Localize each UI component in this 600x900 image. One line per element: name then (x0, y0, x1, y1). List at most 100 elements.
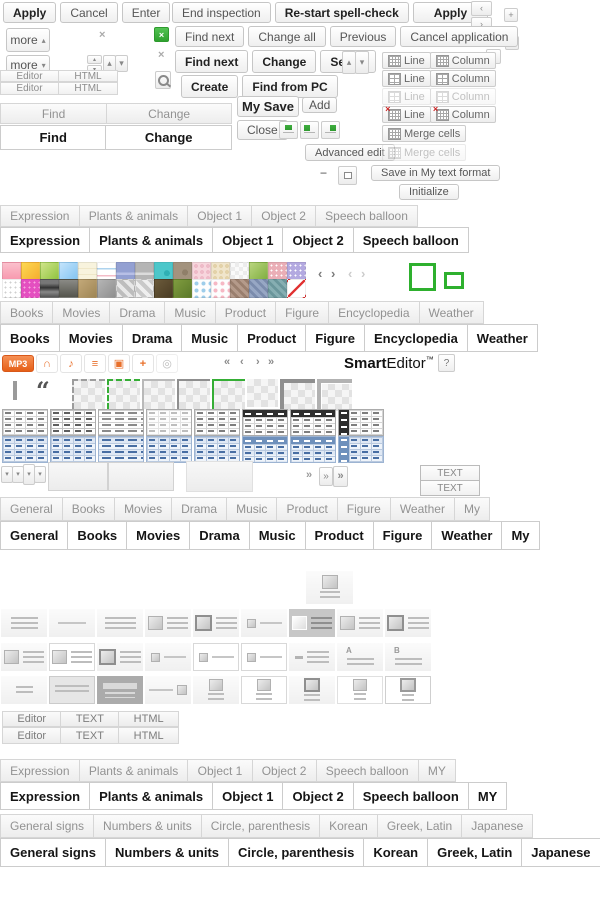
tab[interactable]: Music (181, 324, 239, 352)
down-arrow-button[interactable]: ▾ (115, 55, 128, 72)
find-replace-button[interactable]: Previous (329, 26, 397, 47)
table-style-thumb[interactable] (194, 409, 240, 436)
tab[interactable]: Object 1 (212, 227, 284, 253)
tab[interactable]: Circle, parenthesis (228, 838, 365, 867)
next-icon[interactable]: › (256, 356, 260, 368)
tab[interactable]: HTML (118, 727, 179, 744)
tab[interactable]: Object 2 (282, 227, 354, 253)
save-my-text-format-button[interactable]: Save in My text format (371, 165, 501, 181)
tab[interactable]: My (453, 497, 490, 521)
chevron-left-button[interactable]: ‹ (471, 1, 492, 16)
window-button[interactable] (338, 166, 357, 185)
table-style-thumb[interactable] (242, 409, 288, 436)
advanced-edit-button[interactable]: Advanced edit (305, 144, 395, 161)
align-left-button[interactable] (300, 121, 319, 139)
tab[interactable]: Drama (121, 324, 183, 352)
border-style-tile[interactable] (142, 379, 175, 409)
merge-cells-button[interactable]: Merge cells (382, 125, 467, 142)
mp3-button[interactable]: MP3 (2, 355, 34, 372)
table-style-thumb[interactable] (2, 436, 48, 463)
layout-thumb[interactable] (97, 676, 143, 704)
tab[interactable]: Product (276, 497, 338, 521)
layout-thumb[interactable]: A (337, 643, 383, 671)
pattern-swatch[interactable] (135, 279, 154, 298)
spellcheck-button[interactable]: Re-start spell-check (274, 2, 409, 23)
pattern-swatch[interactable] (230, 279, 249, 298)
tab[interactable]: My (501, 521, 540, 550)
layout-thumb[interactable] (193, 643, 239, 671)
tab[interactable]: General signs (0, 838, 106, 867)
layout-thumb[interactable] (241, 609, 287, 637)
close-icon[interactable]: × (99, 29, 106, 41)
create-button[interactable]: Find from PC (242, 75, 338, 98)
tab[interactable]: Plants & animals (78, 759, 189, 782)
tab[interactable]: Movies (58, 324, 123, 352)
pattern-swatch[interactable] (97, 279, 116, 298)
create-button[interactable]: Create (181, 75, 239, 98)
table-style-thumb[interactable] (146, 409, 192, 436)
initialize-button[interactable]: Initialize (399, 184, 459, 200)
tab[interactable]: Drama (171, 497, 228, 521)
tab[interactable]: Books (0, 324, 60, 352)
table-style-thumb[interactable] (50, 436, 96, 463)
pattern-swatch[interactable] (40, 279, 59, 298)
tab[interactable]: Expression (0, 205, 80, 227)
pattern-swatch[interactable] (2, 279, 21, 298)
find-replace-button[interactable]: Cancel application (400, 26, 519, 47)
add-media-icon[interactable]: + (132, 354, 154, 373)
table-style-thumb[interactable] (290, 436, 336, 463)
close-button[interactable]: Close (237, 120, 288, 140)
top-button[interactable]: Enter (121, 2, 171, 23)
layout-thumb[interactable] (49, 609, 95, 637)
tab[interactable]: Object 1 (187, 759, 253, 782)
layout-thumb[interactable] (289, 676, 335, 704)
insert-line-button[interactable]: Line (382, 70, 431, 87)
find-replace-button[interactable]: Find next (175, 50, 249, 73)
align-center-button[interactable] (279, 121, 298, 139)
tab[interactable]: Object 2 (282, 782, 354, 810)
tab[interactable]: Object 1 (187, 205, 253, 227)
layout-thumb[interactable] (1, 643, 47, 671)
layout-thumb[interactable] (289, 643, 335, 671)
layout-thumb[interactable] (241, 676, 287, 704)
pattern-swatch[interactable] (192, 279, 211, 298)
delete-line-button[interactable]: Line (382, 104, 431, 123)
tab[interactable]: Drama (189, 521, 250, 550)
expand-button[interactable]: » (333, 466, 348, 487)
pattern-swatch[interactable] (59, 279, 78, 298)
layout-thumb[interactable] (1, 676, 47, 704)
layout-thumb[interactable] (193, 676, 239, 704)
more-up-button[interactable]: more ▴ (6, 28, 50, 52)
tab[interactable]: Object 2 (251, 759, 317, 782)
layout-thumb[interactable]: B (385, 643, 431, 671)
pattern-swatch[interactable] (287, 279, 306, 298)
tab[interactable]: Drama (109, 301, 166, 324)
down-arrow-button[interactable]: ▾ (355, 51, 369, 74)
top-button[interactable]: Cancel (60, 2, 118, 23)
tab[interactable]: Editor (0, 82, 59, 95)
pattern-swatch[interactable] (268, 279, 287, 298)
top-button[interactable]: Apply (3, 2, 57, 23)
headphones-icon[interactable]: ∩ (36, 354, 58, 373)
add-button[interactable]: Add (302, 97, 338, 113)
music-note-icon[interactable]: ♪ (60, 354, 82, 373)
tab[interactable]: Circle, parenthesis (200, 814, 321, 838)
border-style-tile[interactable] (247, 379, 278, 407)
tab[interactable]: Plants & animals (89, 782, 214, 810)
tab[interactable]: Expression (0, 782, 91, 810)
tab[interactable]: Weather (389, 497, 455, 521)
table-style-thumb[interactable] (98, 436, 144, 463)
tab[interactable]: Product (237, 324, 307, 352)
tab[interactable]: Movies (114, 497, 173, 521)
table-style-thumb[interactable] (2, 409, 48, 436)
tab[interactable]: General signs (0, 814, 95, 838)
insert-column-button[interactable]: Column (429, 70, 496, 87)
tab[interactable]: Movies (52, 301, 111, 324)
layout-thumb[interactable] (241, 643, 287, 671)
tab[interactable]: Greek, Latin (427, 838, 523, 867)
tab[interactable]: General (0, 521, 69, 550)
tab[interactable]: Product (214, 301, 277, 324)
layout-thumb[interactable] (337, 676, 383, 704)
find-replace-button[interactable]: Change all (248, 26, 326, 47)
tab[interactable]: Editor (0, 70, 59, 82)
